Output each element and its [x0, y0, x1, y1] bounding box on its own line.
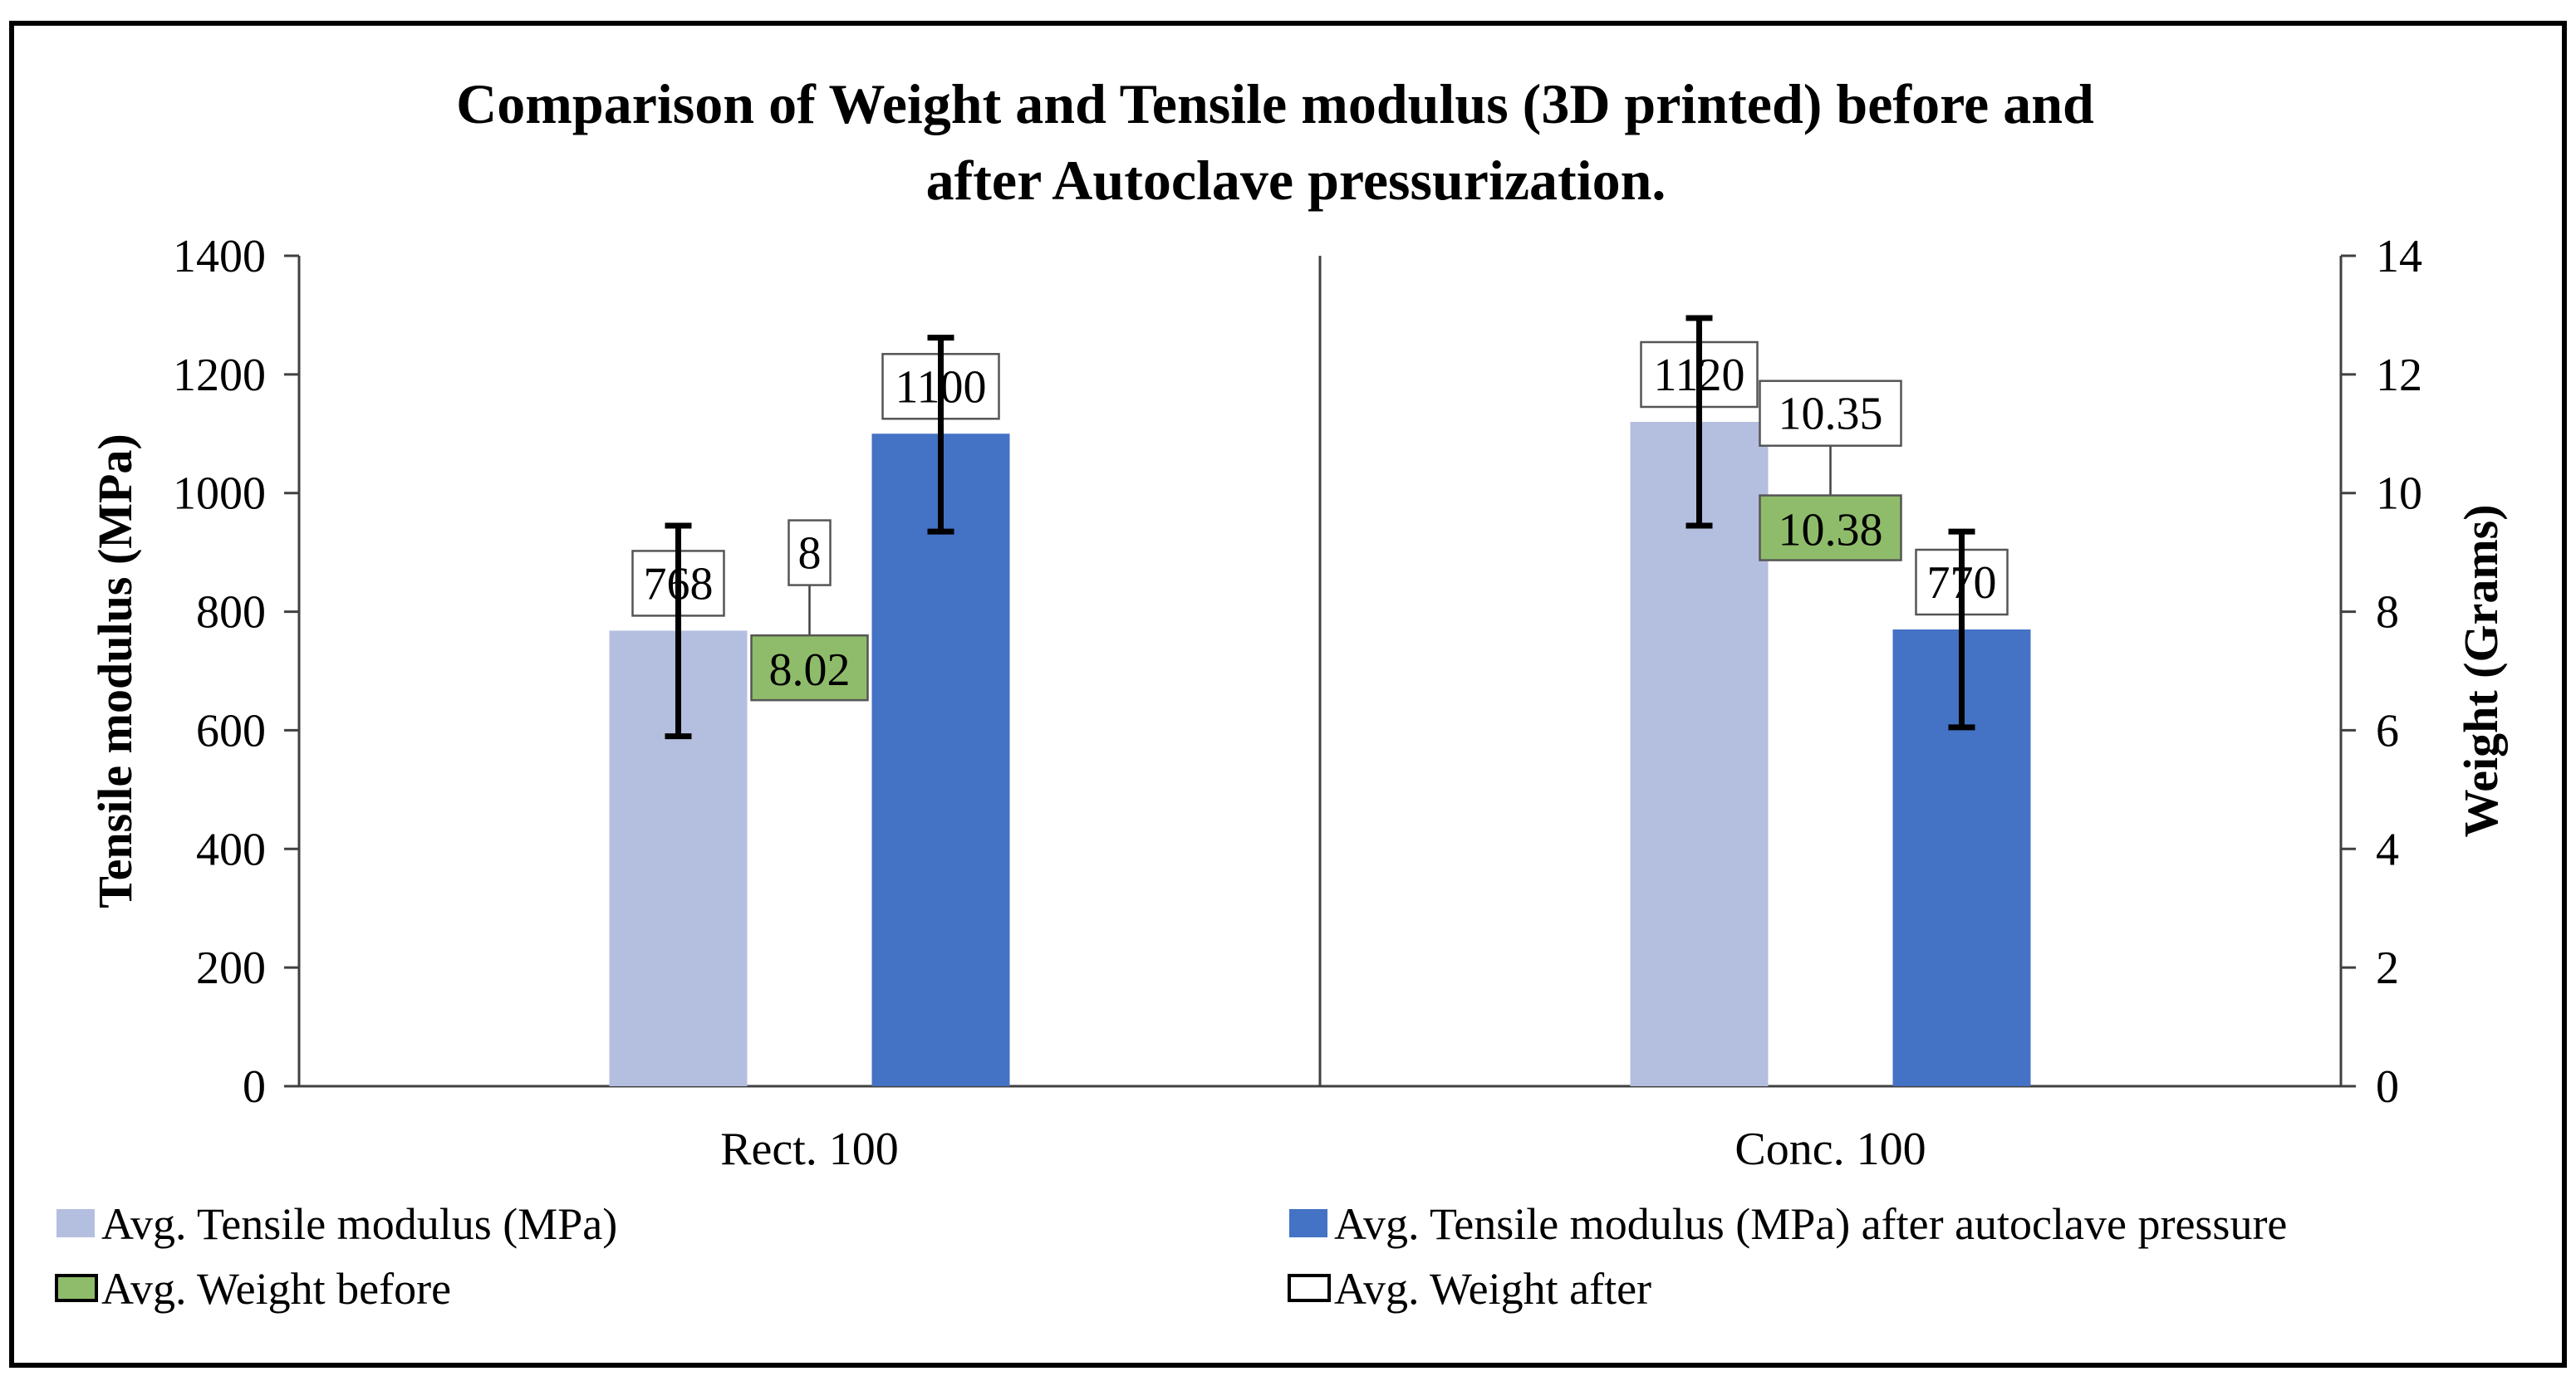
right-tick-label: 6: [2376, 705, 2399, 757]
legend-label: Avg. Tensile modulus (MPa): [101, 1199, 617, 1249]
bar: [871, 433, 1010, 1086]
legend: Avg. Tensile modulus (MPa) Avg. Tensile m…: [55, 1199, 2287, 1314]
legend-swatch: [55, 1274, 98, 1302]
right-tick-label: 10: [2376, 468, 2422, 520]
chart-title-line-1: Comparison of Weight and Tensile modulus…: [456, 72, 2094, 135]
right-tick-label: 8: [2376, 587, 2399, 639]
legend-swatch: [56, 1209, 95, 1237]
legend-label: Avg. Weight before: [101, 1264, 451, 1314]
right-axis-title: Weight (Grams): [2454, 504, 2508, 837]
weight-after-label: 10.35: [1779, 389, 1883, 440]
weight-after-marker: [1759, 380, 1902, 447]
bar: [1630, 422, 1769, 1086]
right-tick-label: 0: [2376, 1061, 2399, 1113]
plot-area: 0 200 400 600 800 1000 1200 1400 0 2 4 6 8 10 12 14 Tens…: [88, 231, 2508, 1175]
weight-after-label: 8: [798, 528, 822, 580]
legend-swatch: [1289, 1209, 1327, 1237]
category-label: Conc. 100: [1735, 1124, 1926, 1175]
chart-title-line-2: after Autoclave pressurization.: [926, 149, 1666, 212]
left-axis-title: Tensile modulus (MPa): [88, 433, 142, 908]
legend-swatch: [1288, 1274, 1331, 1302]
left-tick-label: 600: [196, 705, 266, 757]
right-tick-label: 12: [2376, 350, 2422, 401]
category-label: Rect. 100: [720, 1124, 899, 1175]
left-tick-label: 0: [243, 1061, 266, 1113]
right-tick-label: 4: [2376, 824, 2399, 875]
weight-before-marker: [750, 634, 869, 702]
weight-before-label: 10.38: [1779, 505, 1883, 556]
right-tick-label: 2: [2376, 943, 2399, 994]
weight-before-label: 8.02: [769, 644, 851, 696]
left-tick-label: 400: [196, 824, 266, 875]
chart-frame: [9, 21, 2567, 1368]
legend-label: Avg. Tensile modulus (MPa) after autocla…: [1334, 1199, 2287, 1249]
right-tick-label: 14: [2376, 231, 2422, 282]
weight-before-marker: [1759, 494, 1902, 561]
left-tick-label: 200: [196, 943, 266, 994]
left-tick-label: 1200: [173, 350, 266, 401]
left-tick-label: 800: [196, 587, 266, 639]
legend-label: Avg. Weight after: [1334, 1264, 1651, 1314]
left-tick-label: 1400: [173, 231, 266, 282]
left-tick-label: 1000: [173, 468, 266, 520]
weight-after-marker: [788, 519, 832, 586]
